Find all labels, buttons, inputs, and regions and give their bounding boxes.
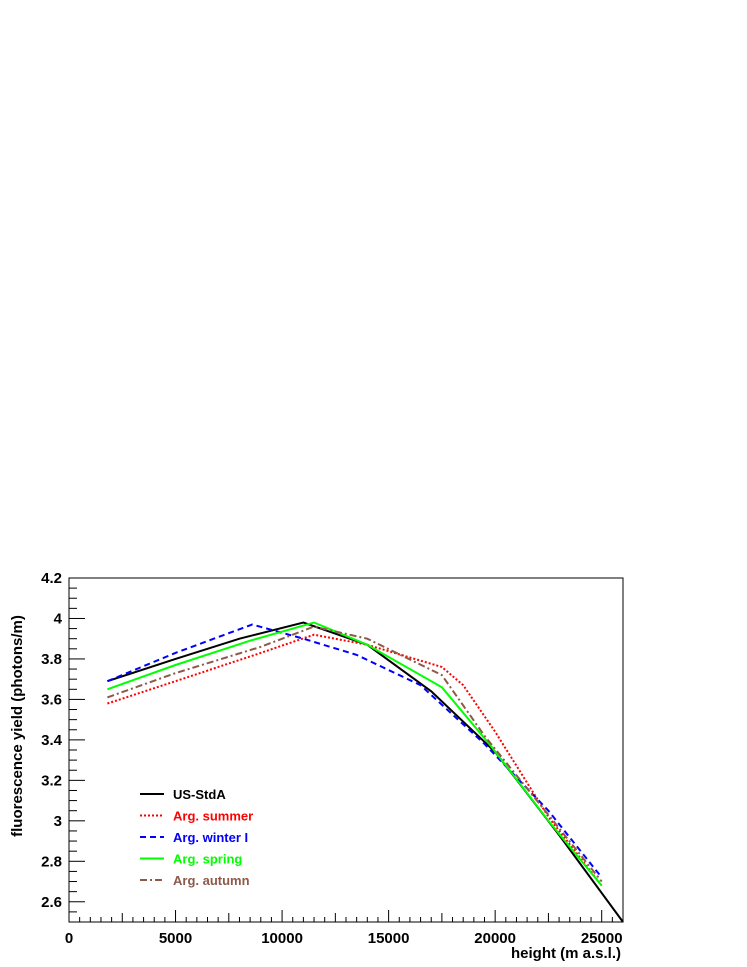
x-axis-ticks: 0 5000 10000 15000 20000 25000: [65, 910, 624, 947]
y-tick-label: 4: [54, 610, 63, 627]
series-line-arg-autumn: [107, 625, 603, 883]
y-tick-label: 3.6: [41, 691, 62, 708]
x-tick-label: 0: [65, 930, 73, 947]
legend-label: Arg. winter I: [173, 830, 248, 845]
y-tick-label: 4.2: [41, 570, 62, 587]
plot-area-border: [68, 577, 624, 923]
y-tick-label: 3.2: [41, 772, 62, 789]
series-line-arg-spring: [107, 621, 603, 887]
legend-label: Arg. spring: [173, 852, 242, 867]
x-tick-label: 5000: [159, 930, 192, 947]
x-axis-title: height (m a.s.l.): [511, 945, 621, 962]
y-tick-label: 3.4: [41, 732, 63, 749]
plot-frame: [68, 577, 624, 923]
legend-label: Arg. autumn: [173, 873, 250, 888]
y-tick-label: 3: [54, 813, 62, 830]
x-tick-label: 20000: [474, 930, 516, 947]
y-axis-ticks: 2.6 2.8 3 3.2 3.4 3.6 3.8 4 4.2: [41, 570, 85, 923]
legend: US-StdA Arg. summer Arg. winter I Arg. spri…: [140, 787, 253, 888]
y-axis-title: fluorescence yield (photons/m): [9, 615, 26, 837]
y-tick-label: 2.6: [41, 894, 62, 911]
series-line-arg-summer: [107, 633, 603, 887]
legend-label: Arg. summer: [173, 809, 253, 824]
x-tick-label: 25000: [581, 930, 623, 947]
series-lines: [107, 621, 624, 923]
x-tick-label: 15000: [368, 930, 410, 947]
legend-label: US-StdA: [173, 787, 226, 802]
y-tick-label: 2.8: [41, 853, 62, 870]
x-tick-label: 10000: [261, 930, 303, 947]
y-tick-label: 3.8: [41, 651, 62, 668]
